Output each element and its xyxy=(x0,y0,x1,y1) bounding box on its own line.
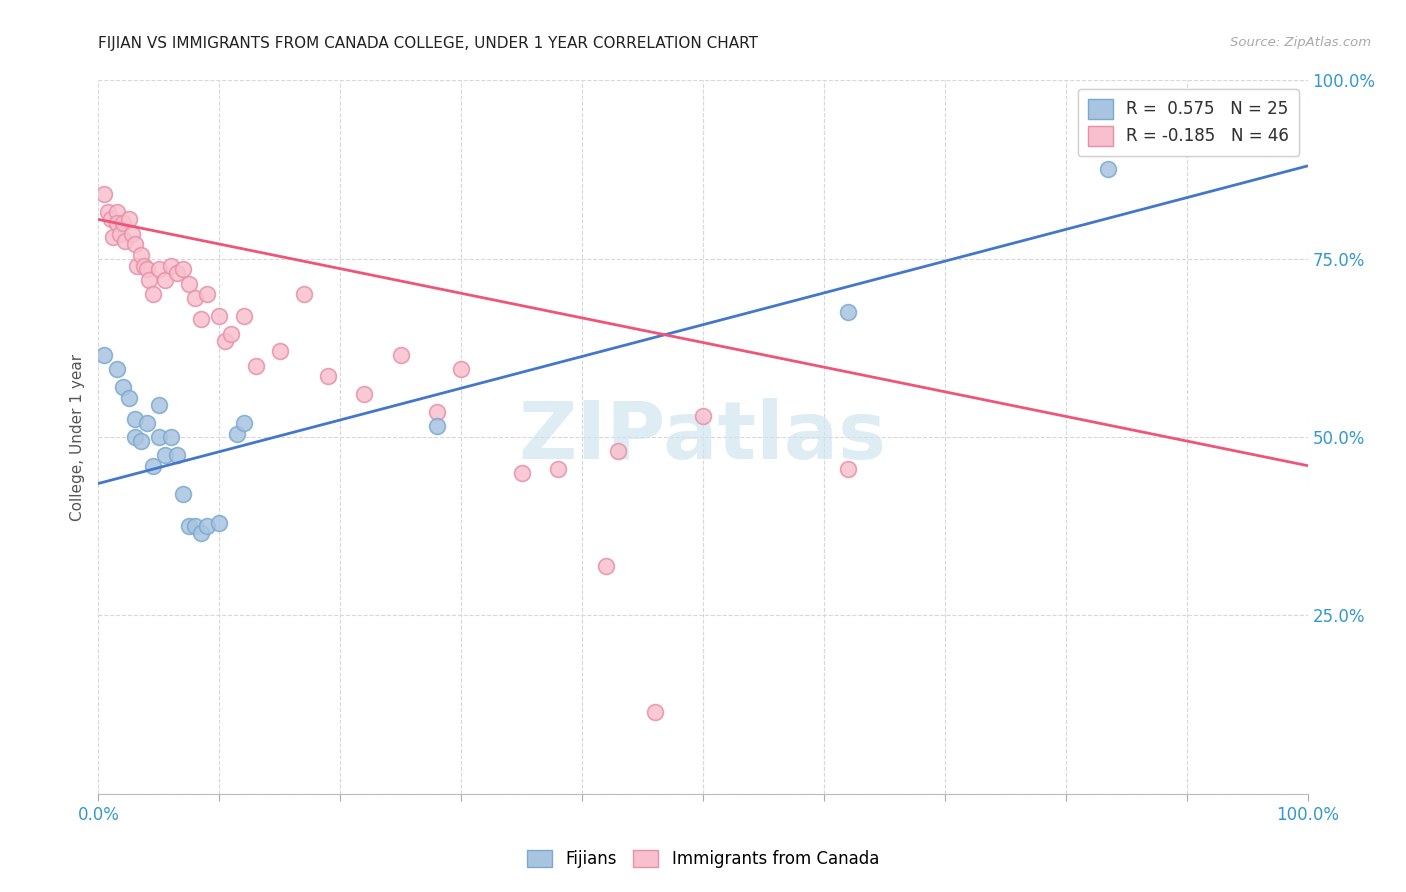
Point xyxy=(232,309,254,323)
Point xyxy=(129,248,152,262)
Point xyxy=(111,216,134,230)
Point xyxy=(105,362,128,376)
Point xyxy=(97,205,120,219)
Point xyxy=(101,230,124,244)
Point xyxy=(93,187,115,202)
Point xyxy=(93,348,115,362)
Point xyxy=(692,409,714,423)
Point xyxy=(111,380,134,394)
Point xyxy=(172,487,194,501)
Point xyxy=(138,273,160,287)
Point xyxy=(353,387,375,401)
Point xyxy=(105,216,128,230)
Point xyxy=(269,344,291,359)
Point xyxy=(108,227,131,241)
Point xyxy=(208,309,231,323)
Point xyxy=(547,462,569,476)
Point xyxy=(450,362,472,376)
Point xyxy=(214,334,236,348)
Point xyxy=(127,259,149,273)
Point xyxy=(510,466,533,480)
Point xyxy=(142,458,165,473)
Point xyxy=(245,359,267,373)
Point xyxy=(124,237,146,252)
Point xyxy=(426,405,449,419)
Point xyxy=(195,287,218,301)
Point xyxy=(426,419,449,434)
Point xyxy=(118,212,141,227)
Point xyxy=(135,262,157,277)
Point xyxy=(148,398,170,412)
Point xyxy=(179,277,201,291)
Point xyxy=(389,348,412,362)
Point xyxy=(644,705,666,719)
Point xyxy=(160,259,183,273)
Point xyxy=(153,448,176,462)
Point xyxy=(121,227,143,241)
Point xyxy=(195,519,218,533)
Point xyxy=(226,426,249,441)
Point xyxy=(190,312,212,326)
Point xyxy=(595,558,617,573)
Point xyxy=(124,430,146,444)
Point xyxy=(184,519,207,533)
Point xyxy=(221,326,243,341)
Point xyxy=(118,391,141,405)
Point xyxy=(148,430,170,444)
Point xyxy=(166,266,188,280)
Text: FIJIAN VS IMMIGRANTS FROM CANADA COLLEGE, UNDER 1 YEAR CORRELATION CHART: FIJIAN VS IMMIGRANTS FROM CANADA COLLEGE… xyxy=(98,36,758,51)
Point xyxy=(124,412,146,426)
Point xyxy=(166,448,188,462)
Legend: Fijians, Immigrants from Canada: Fijians, Immigrants from Canada xyxy=(520,843,886,875)
Point xyxy=(142,287,165,301)
Point xyxy=(160,430,183,444)
Point xyxy=(837,462,859,476)
Point xyxy=(190,526,212,541)
Point xyxy=(134,259,156,273)
Point xyxy=(607,444,630,458)
Point xyxy=(179,519,201,533)
Point xyxy=(316,369,339,384)
Point xyxy=(148,262,170,277)
Point xyxy=(100,212,122,227)
Text: Source: ZipAtlas.com: Source: ZipAtlas.com xyxy=(1230,36,1371,49)
Point xyxy=(1097,162,1119,177)
Point xyxy=(172,262,194,277)
Point xyxy=(184,291,207,305)
Y-axis label: College, Under 1 year: College, Under 1 year xyxy=(70,353,86,521)
Point xyxy=(232,416,254,430)
Point xyxy=(129,434,152,448)
Point xyxy=(135,416,157,430)
Legend: R =  0.575   N = 25, R = -0.185   N = 46: R = 0.575 N = 25, R = -0.185 N = 46 xyxy=(1078,88,1299,156)
Point xyxy=(208,516,231,530)
Point xyxy=(153,273,176,287)
Point xyxy=(292,287,315,301)
Point xyxy=(114,234,136,248)
Point xyxy=(105,205,128,219)
Point xyxy=(837,305,859,319)
Text: ZIPatlas: ZIPatlas xyxy=(519,398,887,476)
